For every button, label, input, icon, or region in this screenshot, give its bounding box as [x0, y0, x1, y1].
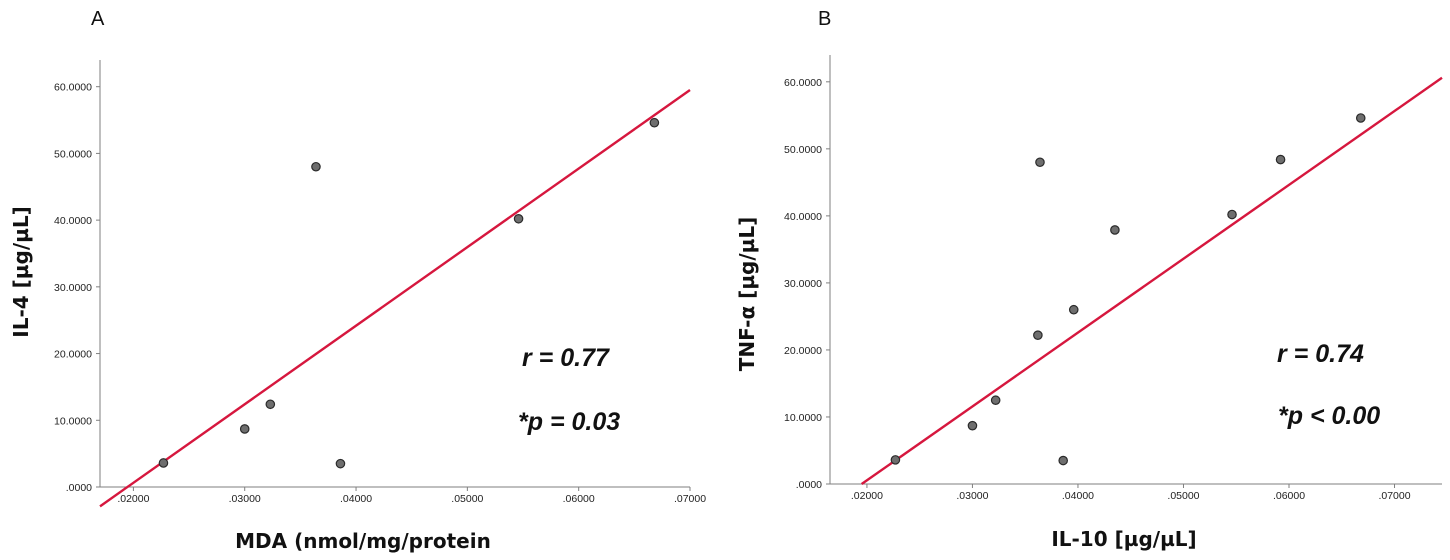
panel-b-y-tick-label: 20.0000: [784, 345, 822, 357]
panel-b-regression-line: [860, 76, 1443, 485]
panel-b-y-tick-label: 10.0000: [784, 412, 822, 424]
panel-a-x-tick-label: .05000: [451, 493, 483, 505]
panel-a-data-point: [513, 213, 524, 224]
panel-b-x-tick-label: .05000: [1167, 490, 1199, 502]
panel-a-x-tick-label: .04000: [340, 493, 372, 505]
panel-a-x-tick-label: .03000: [229, 493, 261, 505]
panel-a-y-tick-label: 60.0000: [54, 82, 92, 94]
panel-a-data-point: [335, 458, 346, 469]
panel-b-data-point: [990, 395, 1001, 406]
panel-b-data-point: [1058, 455, 1068, 466]
panel-b-data-point: [1355, 113, 1366, 123]
panel-b-y-axis-title: TNF-α [µg/µL]: [735, 217, 759, 372]
panel-b-x-tick-label: .06000: [1273, 490, 1305, 502]
panel-a: A .02000 .03000 .04000 .05000 .06000 .07000 .…: [9, 8, 706, 553]
panel-b-p-value: *p < 0.00: [1278, 402, 1380, 430]
panel-a-y-tick-label: 50.0000: [54, 148, 92, 160]
panel-a-data-point: [265, 399, 276, 410]
panel-a-y-axis-title: IL-4 [µg/µL]: [9, 206, 33, 337]
panel-a-p-value: *p = 0.03: [518, 408, 620, 436]
panel-a-data-point: [239, 424, 250, 434]
panel-b-data-point: [1068, 304, 1079, 315]
panel-b-r-value: r = 0.74: [1277, 340, 1364, 368]
panel-a-y-tick-label: 20.0000: [54, 349, 92, 361]
panel-b-data-point: [1227, 209, 1237, 220]
panel-a-y-ticks: .0000 10.0000 20.0000 30.0000 40.0000 50.0000…: [54, 82, 100, 494]
panel-b-data-point: [890, 455, 901, 465]
panel-b-data-point: [1110, 225, 1120, 235]
panel-a-x-axis-title: MDA (nmol/mg/protein: [235, 529, 491, 553]
panel-b-y-tick-label: 30.0000: [784, 278, 822, 290]
panel-a-letter: A: [91, 8, 105, 30]
panel-a-x-tick-label: .06000: [563, 493, 595, 505]
panel-b-x-axis-title: IL-10 [µg/µL]: [1051, 527, 1196, 551]
panel-a-y-tick-label: 10.0000: [54, 415, 92, 427]
panel-a-x-tick-label: .02000: [117, 493, 149, 505]
panel-a-data-point: [311, 161, 321, 172]
panel-a-y-tick-label: .0000: [66, 482, 92, 494]
panel-b-y-tick-label: 40.0000: [784, 211, 822, 223]
panel-a-data-point: [649, 117, 660, 128]
panel-a-x-ticks: .02000 .03000 .04000 .05000 .06000 .07000: [117, 487, 706, 505]
panel-b: B .02000 .03000 .04000 .05000 .06000 .07000 .…: [735, 8, 1443, 551]
panel-b-y-tick-label: .0000: [796, 479, 822, 491]
panel-a-regression-line: [99, 89, 691, 508]
panel-a-r-value: r = 0.77: [522, 344, 610, 372]
panel-b-x-tick-label: .03000: [956, 490, 988, 502]
panel-b-x-tick-label: .07000: [1378, 490, 1410, 502]
panel-b-data-point: [1033, 330, 1043, 340]
panel-a-y-tick-label: 40.0000: [54, 215, 92, 227]
panel-a-y-tick-label: 30.0000: [54, 282, 92, 294]
panel-a-data-point: [158, 458, 169, 468]
panel-a-data-points: [158, 117, 660, 469]
panel-b-data-point: [1035, 157, 1045, 168]
panel-b-data-point: [967, 420, 978, 431]
panel-b-y-tick-label: 60.0000: [784, 77, 822, 89]
panel-b-data-point: [1275, 154, 1286, 165]
panel-b-data-points: [890, 113, 1366, 466]
panel-b-letter: B: [818, 8, 831, 30]
panel-b-x-tick-label: .02000: [851, 490, 883, 502]
panel-b-x-ticks: .02000 .03000 .04000 .05000 .06000 .07000: [851, 484, 1411, 502]
panel-b-y-ticks: .0000 10.0000 20.0000 30.0000 40.0000 50.0000…: [784, 77, 830, 491]
panel-b-y-tick-label: 50.0000: [784, 144, 822, 156]
panel-b-x-tick-label: .04000: [1062, 490, 1094, 502]
panel-a-x-tick-label: .07000: [674, 493, 706, 505]
